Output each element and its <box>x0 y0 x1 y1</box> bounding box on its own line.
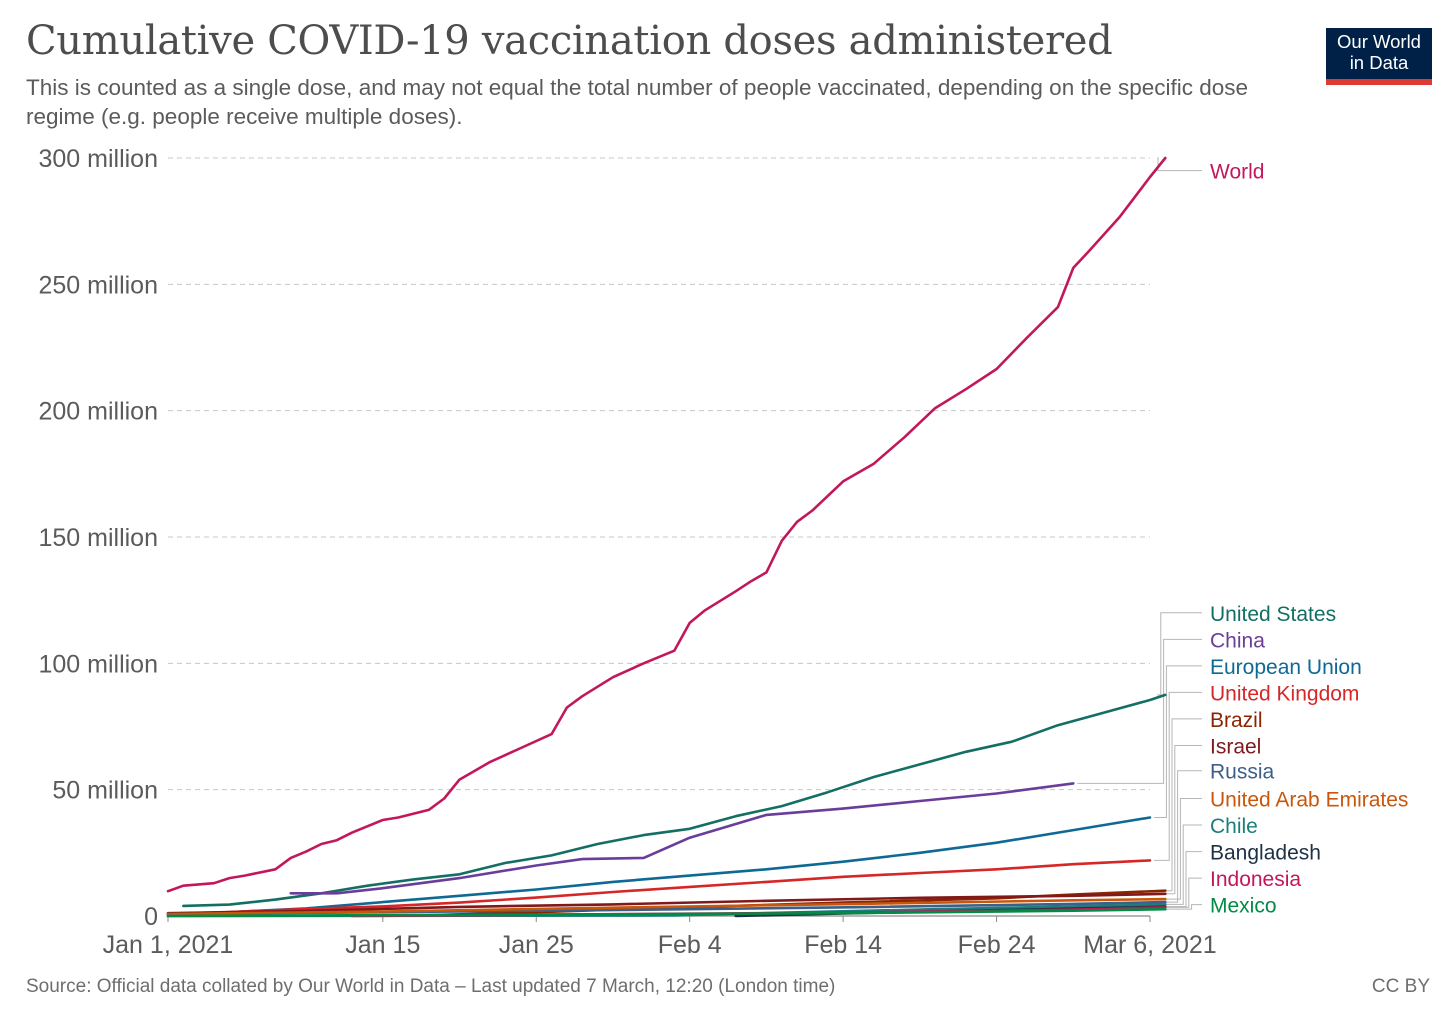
logo-line-2: in Data <box>1349 52 1409 73</box>
y-tick-label: 100 million <box>38 650 158 678</box>
legend-connector <box>1157 770 1202 903</box>
chart-subtitle: This is counted as a single dose, and ma… <box>26 75 1249 129</box>
legend-connector <box>1154 691 1202 861</box>
series-label-united-arab-emirates[interactable]: United Arab Emirates <box>1210 789 1408 812</box>
legend-connector <box>1157 612 1202 696</box>
x-tick-label: Jan 25 <box>499 931 574 959</box>
x-tick-label: Feb 14 <box>804 931 882 959</box>
series-label-european-union[interactable]: European Union <box>1210 656 1362 679</box>
legend-connector <box>1157 851 1202 908</box>
logo-line-1: Our World <box>1337 31 1421 52</box>
x-tick-label: Jan 1, 2021 <box>103 931 234 959</box>
series-label-chile[interactable]: Chile <box>1210 815 1258 838</box>
series-line-israel[interactable] <box>166 892 1167 915</box>
legend-connector <box>1077 638 1202 784</box>
y-tick-label: 0 <box>144 903 158 931</box>
series-label-israel[interactable]: Israel <box>1210 735 1261 758</box>
x-axis-ticks: Jan 1, 2021 Jan 15 Jan 25 Feb 4 Feb 14 Feb 24… <box>103 916 1217 959</box>
series-label-mexico[interactable]: Mexico <box>1210 895 1277 918</box>
y-tick-label: 250 million <box>38 271 158 299</box>
source-note: Source: Official data collated by Our Wo… <box>26 976 836 997</box>
series-label-brazil[interactable]: Brazil <box>1210 709 1263 732</box>
series-line-world[interactable] <box>166 156 1167 893</box>
our-world-in-data-logo[interactable]: Our World in Data <box>1326 28 1432 85</box>
logo-accent-bar <box>1326 79 1432 85</box>
y-tick-label: 50 million <box>52 777 158 805</box>
chart-title: Cumulative COVID-19 vaccination doses ad… <box>26 18 1113 64</box>
gridlines <box>168 157 1150 917</box>
series-label-united-states[interactable]: United States <box>1210 603 1336 626</box>
legend-connector <box>1157 824 1202 905</box>
series-line-united-arab-emirates[interactable] <box>166 897 1167 916</box>
x-tick-label: Feb 4 <box>658 931 722 959</box>
license-label[interactable]: CC BY <box>1371 976 1430 997</box>
series-label-china[interactable]: China <box>1210 629 1265 652</box>
series-label-world[interactable]: World <box>1210 161 1264 184</box>
y-tick-label: 300 million <box>38 145 158 173</box>
series-label-russia[interactable]: Russia <box>1210 761 1275 784</box>
x-tick-label: Jan 15 <box>345 931 420 959</box>
series-lines <box>166 156 1167 918</box>
series-label-bangladesh[interactable]: Bangladesh <box>1210 842 1321 865</box>
series-line-mexico[interactable] <box>166 907 1167 918</box>
series-labels: World United States China European Union Uni… <box>1210 161 1408 918</box>
y-tick-label: 150 million <box>38 524 158 552</box>
legend-connector <box>1154 665 1202 818</box>
series-line-united-kingdom[interactable] <box>166 859 1152 915</box>
legend-connector <box>1157 877 1202 908</box>
legend-connector <box>1157 904 1202 910</box>
series-label-indonesia[interactable]: Indonesia <box>1210 868 1301 891</box>
x-tick-label: Mar 6, 2021 <box>1083 931 1216 959</box>
legend-connector <box>1157 798 1202 900</box>
series-line-united-states[interactable] <box>182 693 1167 908</box>
legend-connector <box>1157 157 1202 172</box>
series-line-european-union[interactable] <box>166 816 1152 917</box>
series-label-united-kingdom[interactable]: United Kingdom <box>1210 682 1359 705</box>
y-axis-ticks: 0 50 million 100 million 150 million 200 mil… <box>38 145 158 931</box>
x-tick-label: Feb 24 <box>958 931 1036 959</box>
legend-connectors <box>1077 157 1202 910</box>
series-line-china[interactable] <box>289 782 1075 895</box>
y-tick-label: 200 million <box>38 398 158 426</box>
